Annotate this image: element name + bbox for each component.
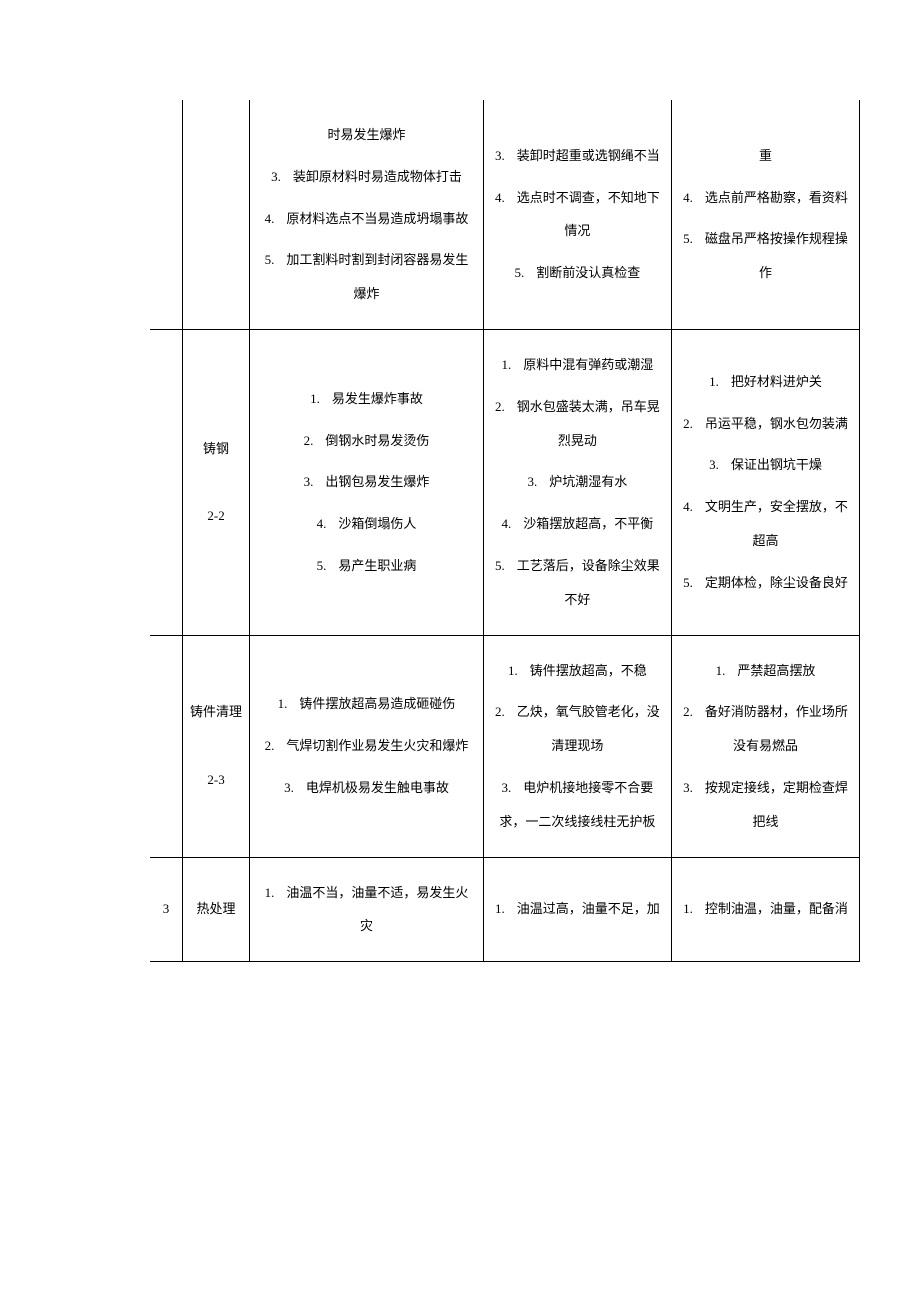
list-item: 吊运平稳，钢水包勿装满 [676, 407, 855, 441]
index-cell [150, 100, 183, 329]
list-item: 油温过高，油量不足，加 [488, 892, 667, 926]
list-item: 炉坑潮湿有水 [488, 465, 667, 499]
table-row: 铸件清理2-3铸件摆放超高易造成砸碰伤气焊切割作业易发生火灾和爆炸电焊机极易发生… [150, 635, 860, 857]
list-item: 倒钢水时易发烫伤 [254, 424, 479, 458]
list-item: 文明生产，安全摆放，不超高 [676, 490, 855, 558]
hazard-cell: 易发生爆炸事故倒钢水时易发烫伤出钢包易发生爆炸沙箱倒塌伤人易产生职业病 [250, 329, 484, 635]
list-item: 沙箱摆放超高，不平衡 [488, 507, 667, 541]
continuation-text: 重 [676, 139, 855, 173]
measure-cell: 重选点前严格勘察，看资料磁盘吊严格按操作规程操作 [671, 100, 859, 329]
hazard-cell: 时易发生爆炸装卸原材料时易造成物体打击原材料选点不当易造成坍塌事故加工割料时割到… [250, 100, 484, 329]
list-item: 把好材料进炉关 [676, 365, 855, 399]
list-item: 原材料选点不当易造成坍塌事故 [254, 202, 479, 236]
list-item: 出钢包易发生爆炸 [254, 465, 479, 499]
list-item: 易产生职业病 [254, 549, 479, 583]
hazard-cell: 铸件摆放超高易造成砸碰伤气焊切割作业易发生火灾和爆炸电焊机极易发生触电事故 [250, 635, 484, 857]
measure-cell: 控制油温，油量，配备消 [671, 857, 859, 962]
cause-cell: 原料中混有弹药或潮湿钢水包盛装太满，吊车晃烈晃动炉坑潮湿有水沙箱摆放超高，不平衡… [483, 329, 671, 635]
list-item: 铸件摆放超高，不稳 [488, 654, 667, 688]
document-page: 时易发生爆炸装卸原材料时易造成物体打击原材料选点不当易造成坍塌事故加工割料时割到… [0, 0, 920, 1022]
list-item: 钢水包盛装太满，吊车晃烈晃动 [488, 390, 667, 458]
list-item: 加工割料时割到封闭容器易发生爆炸 [254, 243, 479, 311]
list-item: 磁盘吊严格按操作规程操作 [676, 222, 855, 290]
index-cell [150, 329, 183, 635]
list-item: 乙炔，氧气胶管老化，没清理现场 [488, 695, 667, 763]
hazard-table: 时易发生爆炸装卸原材料时易造成物体打击原材料选点不当易造成坍塌事故加工割料时割到… [150, 100, 860, 962]
index-cell [150, 635, 183, 857]
table-body: 时易发生爆炸装卸原材料时易造成物体打击原材料选点不当易造成坍塌事故加工割料时割到… [150, 100, 860, 962]
list-item: 控制油温，油量，配备消 [676, 892, 855, 926]
process-name-cell: 铸件清理2-3 [183, 635, 250, 857]
process-name-cell [183, 100, 250, 329]
measure-cell: 把好材料进炉关吊运平稳，钢水包勿装满保证出钢坑干燥文明生产，安全摆放，不超高定期… [671, 329, 859, 635]
list-item: 严禁超高摆放 [676, 654, 855, 688]
process-name-cell: 热处理 [183, 857, 250, 962]
cause-cell: 装卸时超重或选钢绳不当选点时不调查，不知地下情况割断前没认真检查 [483, 100, 671, 329]
list-item: 装卸时超重或选钢绳不当 [488, 139, 667, 173]
list-item: 气焊切割作业易发生火灾和爆炸 [254, 729, 479, 763]
table-row: 3热处理油温不当，油量不适，易发生火灾油温过高，油量不足，加控制油温，油量，配备… [150, 857, 860, 962]
list-item: 工艺落后，设备除尘效果不好 [488, 549, 667, 617]
list-item: 油温不当，油量不适，易发生火灾 [254, 876, 479, 944]
process-name-cell: 铸钢2-2 [183, 329, 250, 635]
list-item: 保证出钢坑干燥 [676, 448, 855, 482]
table-row: 时易发生爆炸装卸原材料时易造成物体打击原材料选点不当易造成坍塌事故加工割料时割到… [150, 100, 860, 329]
list-item: 定期体检，除尘设备良好 [676, 566, 855, 600]
list-item: 沙箱倒塌伤人 [254, 507, 479, 541]
continuation-text: 时易发生爆炸 [254, 118, 479, 152]
index-cell: 3 [150, 857, 183, 962]
list-item: 原料中混有弹药或潮湿 [488, 348, 667, 382]
cause-cell: 油温过高，油量不足，加 [483, 857, 671, 962]
list-item: 割断前没认真检查 [488, 256, 667, 290]
list-item: 按规定接线，定期检查焊把线 [676, 771, 855, 839]
list-item: 备好消防器材，作业场所没有易燃品 [676, 695, 855, 763]
list-item: 选点时不调查，不知地下情况 [488, 181, 667, 249]
list-item: 电炉机接地接零不合要求，一二次线接线柱无护板 [488, 771, 667, 839]
list-item: 装卸原材料时易造成物体打击 [254, 160, 479, 194]
list-item: 选点前严格勘察，看资料 [676, 181, 855, 215]
hazard-cell: 油温不当，油量不适，易发生火灾 [250, 857, 484, 962]
measure-cell: 严禁超高摆放备好消防器材，作业场所没有易燃品按规定接线，定期检查焊把线 [671, 635, 859, 857]
list-item: 铸件摆放超高易造成砸碰伤 [254, 687, 479, 721]
cause-cell: 铸件摆放超高，不稳乙炔，氧气胶管老化，没清理现场电炉机接地接零不合要求，一二次线… [483, 635, 671, 857]
list-item: 易发生爆炸事故 [254, 382, 479, 416]
table-row: 铸钢2-2易发生爆炸事故倒钢水时易发烫伤出钢包易发生爆炸沙箱倒塌伤人易产生职业病… [150, 329, 860, 635]
list-item: 电焊机极易发生触电事故 [254, 771, 479, 805]
